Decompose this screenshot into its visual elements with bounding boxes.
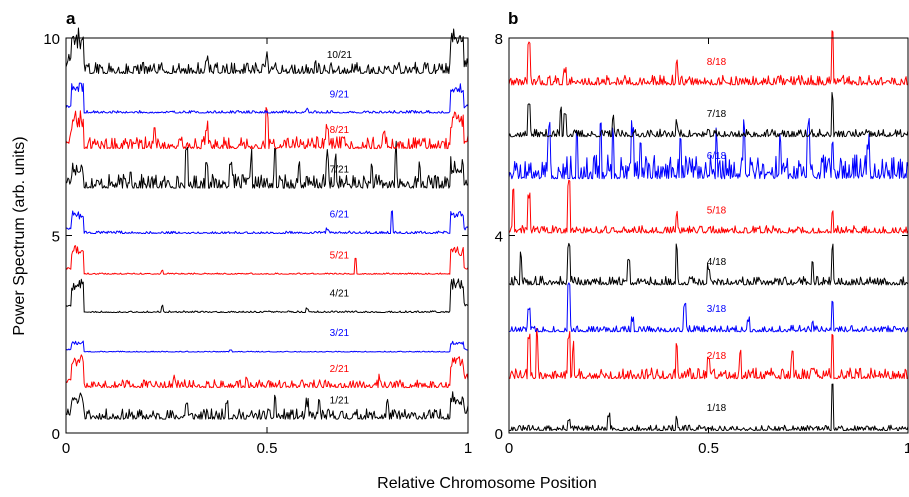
series-label-a-4: 4/21 [330,289,350,300]
x-tick-label-b-1: 0.5 [698,440,719,457]
panel-b-series: 1/18 2/18 3/18 4/18 5/18 6/18 7/18 8/18 [508,30,909,432]
series-line-a-1 [65,391,469,420]
series-line-b-2 [508,327,909,380]
series-label-b-4: 4/18 [707,257,727,268]
series-line-a-5 [65,245,469,275]
series-line-a-8 [65,106,469,150]
series-line-a-2 [65,354,469,389]
panel-b: b 1/18 2/18 3/18 4/18 5/18 6/18 7/18 8/18 0 0.5 1… [495,9,909,457]
y-tick-label-b-0: 0 [495,426,503,443]
plot-frame-a [65,37,469,434]
series-line-a-6 [65,210,469,235]
series-label-a-3: 3/21 [330,328,350,339]
series-label-a-2: 2/21 [330,364,350,375]
y-axis-label: Power Spectrum (arb. units) [11,136,28,335]
series-line-a-7 [65,140,469,189]
series-label-b-8: 8/18 [707,57,727,68]
y-tick-label-a-1: 5 [52,229,60,246]
y-tick-label-a-2: 10 [43,31,60,48]
x-tick-label-b-2: 1 [904,440,909,457]
series-label-b-5: 5/18 [707,205,727,216]
series-label-b-6: 6/18 [707,151,727,162]
series-label-b-3: 3/18 [707,304,727,315]
panel-a-label: a [66,9,76,28]
y-tick-label-a-0: 0 [52,426,60,443]
series-label-b-1: 1/18 [707,403,727,414]
series-line-b-7 [508,92,909,138]
panel-b-axes: 0 0.5 1 0 4 8 [495,31,909,457]
series-line-b-3 [508,282,909,333]
series-label-a-5: 5/21 [330,250,350,261]
series-line-a-3 [65,340,469,353]
x-tick-label-a-2: 1 [464,440,472,457]
series-line-a-10 [65,27,469,75]
series-line-b-8 [508,30,909,86]
series-label-a-1: 1/21 [330,395,350,406]
series-line-a-4 [65,278,469,314]
series-label-a-10: 10/21 [327,50,352,61]
y-tick-label-b-2: 8 [495,31,503,48]
x-tick-label-a-1: 0.5 [257,440,278,457]
series-line-b-4 [508,242,909,286]
series-line-b-6 [508,117,909,180]
series-line-b-5 [508,179,909,234]
panel-a-series: 1/21 2/21 3/21 4/21 5/21 6/21 7/21 8/21 9/21 10/2… [65,27,469,420]
panel-b-label: b [508,9,518,28]
series-label-a-7: 7/21 [330,164,350,175]
panel-a: a 1/212/213/214/215/216/217/218/219/2110… [43,9,472,457]
x-axis-label: Relative Chromosome Position [377,475,597,492]
series-label-a-6: 6/21 [330,210,350,221]
series-label-b-7: 7/18 [707,109,727,120]
series-line-a-9 [65,82,469,114]
x-tick-label-b-0: 0 [505,440,513,457]
series-label-a-8: 8/21 [330,125,350,136]
y-tick-label-b-1: 4 [495,229,503,246]
series-label-b-2: 2/18 [707,351,727,362]
x-tick-label-a-0: 0 [62,440,70,457]
series-label-a-9: 9/21 [330,89,350,100]
